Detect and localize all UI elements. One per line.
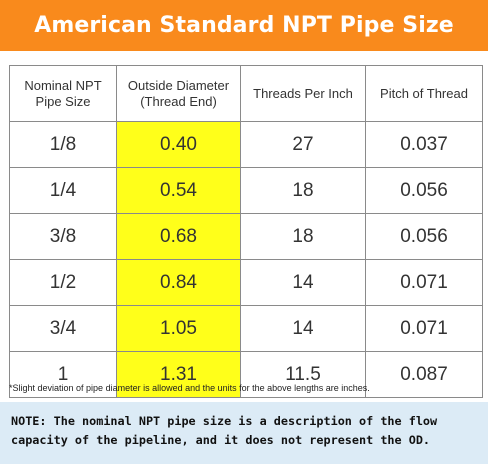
cell-outside-diameter: 0.54 <box>116 167 241 214</box>
header-outside-diameter: Outside Diameter (Thread End) <box>116 65 241 122</box>
table-row: 3/4 1.05 14 0.071 <box>9 305 483 352</box>
cell-nominal-size: 3/4 <box>9 305 117 352</box>
cell-nominal-size: 1/2 <box>9 259 117 306</box>
header-pitch: Pitch of Thread <box>365 65 483 122</box>
header-threads-per-inch: Threads Per Inch <box>240 65 366 122</box>
cell-outside-diameter: 1.31 <box>116 351 241 398</box>
cell-nominal-size: 3/8 <box>9 213 117 260</box>
cell-outside-diameter: 1.05 <box>116 305 241 352</box>
table-row: 1/8 0.40 27 0.037 <box>9 121 483 168</box>
table-header-row: Nominal NPT Pipe Size Outside Diameter (T… <box>9 65 483 122</box>
title-banner: American Standard NPT Pipe Size <box>0 0 488 51</box>
cell-nominal-size: 1/4 <box>9 167 117 214</box>
cell-threads-per-inch: 18 <box>240 213 366 260</box>
cell-threads-per-inch: 27 <box>240 121 366 168</box>
note-box: NOTE: The nominal NPT pipe size is a des… <box>0 402 488 464</box>
cell-threads-per-inch: 11.5 <box>240 351 366 398</box>
cell-outside-diameter: 0.68 <box>116 213 241 260</box>
note-text: NOTE: The nominal NPT pipe size is a des… <box>11 414 438 447</box>
cell-outside-diameter: 0.40 <box>116 121 241 168</box>
cell-nominal-size: 1/8 <box>9 121 117 168</box>
cell-pitch: 0.037 <box>365 121 483 168</box>
cell-threads-per-inch: 18 <box>240 167 366 214</box>
cell-pitch: 0.087 <box>365 351 483 398</box>
table-row: 1 1.31 11.5 0.087 <box>9 351 483 398</box>
footnote: *Slight deviation of pipe diameter is al… <box>9 383 370 393</box>
cell-nominal-size: 1 <box>9 351 117 398</box>
cell-pitch: 0.056 <box>365 213 483 260</box>
header-nominal-size: Nominal NPT Pipe Size <box>9 65 117 122</box>
page-title: American Standard NPT Pipe Size <box>34 13 454 38</box>
cell-outside-diameter: 0.84 <box>116 259 241 306</box>
table-row: 1/2 0.84 14 0.071 <box>9 259 483 306</box>
cell-pitch: 0.071 <box>365 305 483 352</box>
npt-size-table: Nominal NPT Pipe Size Outside Diameter (T… <box>9 65 483 398</box>
table-row: 1/4 0.54 18 0.056 <box>9 167 483 214</box>
table-row: 3/8 0.68 18 0.056 <box>9 213 483 260</box>
table-body: 1/8 0.40 27 0.037 1/4 0.54 18 0.056 3/8 0.68 18 0.0… <box>9 121 483 398</box>
cell-pitch: 0.056 <box>365 167 483 214</box>
cell-pitch: 0.071 <box>365 259 483 306</box>
cell-threads-per-inch: 14 <box>240 259 366 306</box>
cell-threads-per-inch: 14 <box>240 305 366 352</box>
